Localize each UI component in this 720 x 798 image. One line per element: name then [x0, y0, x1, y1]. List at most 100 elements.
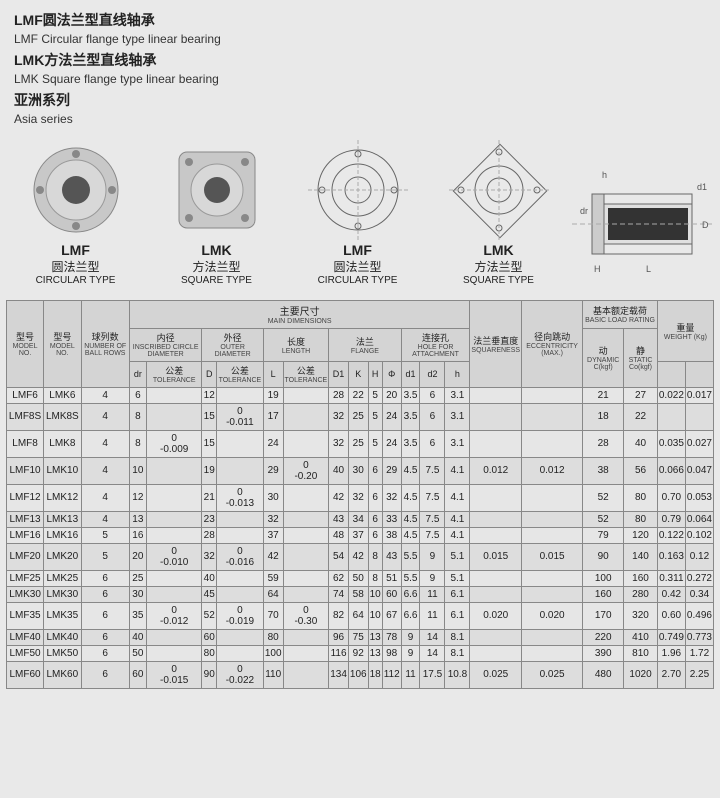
cell-tD	[146, 586, 202, 602]
cell-b: 4	[81, 430, 129, 457]
cell-d1: 4.5	[401, 511, 420, 527]
cell-tD	[146, 403, 202, 430]
cell-w1	[657, 403, 685, 430]
lmf-diagram-icon	[308, 140, 408, 240]
cell-m2: LMK12	[44, 484, 82, 511]
cell-H: 13	[368, 645, 382, 661]
cell-dr: 30	[129, 586, 146, 602]
table-row: LMF35LMK356350 -0.012520 -0.019700 -0.30…	[7, 602, 714, 629]
svg-text:H: H	[594, 264, 601, 274]
cell-tO	[216, 430, 263, 457]
cell-D1: 62	[329, 570, 349, 586]
product-lmf-photo: LMF 圆法兰型 CIRCULAR TYPE	[8, 140, 143, 286]
cell-H: 6	[368, 511, 382, 527]
cell-d1: 3.5	[401, 403, 420, 430]
cell-sq	[470, 527, 522, 543]
svg-text:d1: d1	[697, 182, 707, 192]
cell-tO: 0 -0.013	[216, 484, 263, 511]
cell-H: 6	[368, 484, 382, 511]
cell-K: 92	[348, 645, 368, 661]
cell-sta: 320	[624, 602, 658, 629]
cell-sq	[470, 586, 522, 602]
cell-sq: 0.015	[470, 543, 522, 570]
table-row: LMF20LMK205200 -0.010320 -0.016425442843…	[7, 543, 714, 570]
title-series-en: Asia series	[14, 112, 706, 126]
cell-H: 5	[368, 403, 382, 430]
cell-h: 6.1	[445, 602, 470, 629]
cell-K: 25	[348, 430, 368, 457]
cell-sta: 810	[624, 645, 658, 661]
cell-L: 64	[263, 586, 283, 602]
cell-dr: 12	[129, 484, 146, 511]
svg-text:h: h	[602, 170, 607, 180]
cell-dyn: 79	[583, 527, 624, 543]
cell-tL	[283, 629, 329, 645]
cell-sq	[470, 629, 522, 645]
svg-text:dr: dr	[580, 206, 588, 216]
cell-d1: 3.5	[401, 430, 420, 457]
cell-dyn: 38	[583, 457, 624, 484]
cell-h: 10.8	[445, 661, 470, 688]
cell-b: 6	[81, 570, 129, 586]
cell-dyn: 52	[583, 484, 624, 511]
cell-dr: 16	[129, 527, 146, 543]
cell-m2: LMK50	[44, 645, 82, 661]
lmf-circular-icon	[26, 140, 126, 240]
cell-dr: 8	[129, 403, 146, 430]
cell-b: 4	[81, 387, 129, 403]
cell-phi: 43	[382, 543, 401, 570]
table-row: LMF6LMK646121928225203.563.121270.0220.0…	[7, 387, 714, 403]
cell-w1: 0.79	[657, 511, 685, 527]
cell-tL	[283, 543, 329, 570]
cell-tL	[283, 387, 329, 403]
cell-dr: 25	[129, 570, 146, 586]
cell-d2: 6	[420, 430, 445, 457]
cell-m1: LMF10	[7, 457, 44, 484]
cell-dyn: 480	[583, 661, 624, 688]
cell-D1: 43	[329, 511, 349, 527]
cell-m2: LMK8S	[44, 403, 82, 430]
cell-ec: 0.025	[522, 661, 583, 688]
cell-dyn: 18	[583, 403, 624, 430]
cell-d1: 9	[401, 645, 420, 661]
cell-ec	[522, 484, 583, 511]
cell-tL	[283, 511, 329, 527]
cell-m2: LMK10	[44, 457, 82, 484]
cell-tO: 0 -0.022	[216, 661, 263, 688]
cell-D1: 96	[329, 629, 349, 645]
cell-h: 5.1	[445, 570, 470, 586]
cell-D: 12	[202, 387, 217, 403]
cell-L: 110	[263, 661, 283, 688]
cell-d1: 4.5	[401, 457, 420, 484]
cell-w1: 0.163	[657, 543, 685, 570]
cell-w2: 0.34	[685, 586, 713, 602]
cell-D1: 48	[329, 527, 349, 543]
cell-sq	[470, 645, 522, 661]
cell-L: 19	[263, 387, 283, 403]
cell-H: 5	[368, 387, 382, 403]
cell-b: 6	[81, 629, 129, 645]
cell-tD	[146, 629, 202, 645]
cell-D: 32	[202, 543, 217, 570]
cell-tL	[283, 570, 329, 586]
cell-d2: 7.5	[420, 484, 445, 511]
cell-sq	[470, 570, 522, 586]
cell-dr: 60	[129, 661, 146, 688]
table-row: LMF12LMK12412210 -0.0133042326324.57.54.…	[7, 484, 714, 511]
cell-h: 6.1	[445, 586, 470, 602]
cell-H: 13	[368, 629, 382, 645]
cell-tL	[283, 484, 329, 511]
cell-w1: 0.022	[657, 387, 685, 403]
cell-d2: 14	[420, 629, 445, 645]
cell-phi: 98	[382, 645, 401, 661]
cell-w2: 1.72	[685, 645, 713, 661]
cell-dr: 10	[129, 457, 146, 484]
product-en: CIRCULAR TYPE	[318, 275, 398, 286]
cell-sta: 27	[624, 387, 658, 403]
cell-tO	[216, 645, 263, 661]
cell-w2: 0.027	[685, 430, 713, 457]
cell-m2: LMK20	[44, 543, 82, 570]
cell-m1: LMF50	[7, 645, 44, 661]
cell-d1: 3.5	[401, 387, 420, 403]
cell-tD	[146, 457, 202, 484]
